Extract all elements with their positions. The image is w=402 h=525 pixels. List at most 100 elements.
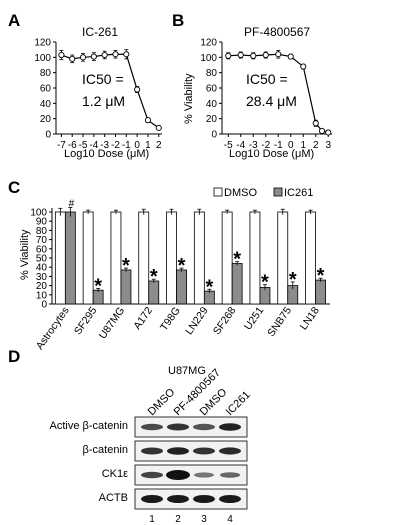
bar-dmso-u251	[249, 211, 261, 305]
significance-star: *	[233, 249, 241, 271]
significance-star: *	[289, 269, 297, 291]
blot-strip-ck1e	[134, 464, 248, 486]
category-label: LN229	[183, 305, 211, 337]
panel-c-chart: % Viability DMSO IC261 01020304050607080…	[19, 187, 330, 352]
panel-a-data-point	[58, 51, 65, 59]
panel-a-y-tick-label: 0	[45, 130, 51, 141]
panel-a-data-point	[123, 51, 130, 58]
panel-a-x-tick-label: -6	[68, 140, 77, 151]
lane-number-3: 3	[201, 514, 207, 525]
category-label: Astrocytes	[34, 305, 72, 352]
panel-c-y-tick-label: 70	[36, 235, 48, 246]
panel-b-xlabel: Log10 Dose (μM)	[229, 148, 314, 160]
panel-b-x-tick-label: 2	[313, 140, 319, 151]
panel-a-data-point	[69, 55, 76, 62]
panel-b-ic50-value: 28.4 μM	[246, 93, 297, 109]
panel-b-data-point	[300, 63, 307, 70]
category-label: SF268	[211, 305, 239, 337]
significance-star: *	[122, 255, 130, 277]
panel-b-x-tick-label: 1	[300, 140, 306, 151]
blot-strip-active-catenin	[134, 416, 248, 438]
panel-b-y-tick-label: 40	[206, 99, 218, 110]
legend-dmso-swatch	[213, 187, 223, 197]
panel-c-y-tick-label: 50	[36, 254, 48, 265]
panel-a-y-tick-label: 100	[34, 53, 51, 64]
band-ck1e-3	[194, 472, 214, 478]
bar-dmso-a172	[138, 211, 150, 305]
category-label: SF295	[72, 305, 100, 337]
panel-c-y-tick-label: 60	[36, 244, 48, 255]
band-catenin-2	[167, 447, 189, 455]
significance-star: *	[150, 266, 158, 288]
panel-c-y-tick-label: 40	[36, 263, 48, 274]
band-active-catenin-3	[193, 423, 215, 431]
band-ck1e-1	[141, 471, 163, 479]
lane-number-4: 4	[227, 514, 233, 525]
panel-b-x-tick-label: 0	[288, 140, 294, 151]
bar-dmso-sf295	[82, 211, 94, 305]
category-label: SNB75	[265, 305, 294, 339]
band-catenin-3	[193, 447, 215, 455]
panel-a-ic50-value: 1.2 μM	[82, 93, 125, 109]
bar-dmso-sf268	[221, 211, 233, 305]
blot-row-label-actb: ACTB	[99, 492, 128, 504]
panel-a-y-tick-label: 60	[40, 84, 52, 95]
panel-b-y-tick-label: 0	[211, 130, 217, 141]
panel-a-x-tick-label: -3	[100, 140, 109, 151]
blot-row-label-ck1e: CK1ε	[102, 468, 128, 480]
panel-a-x-tick-label: -2	[111, 140, 120, 151]
bar-dmso-u87mg	[110, 211, 122, 305]
panel-a-y-tick-label: 40	[40, 99, 52, 110]
panel-a-x-tick-label: -7	[57, 140, 66, 151]
band-catenin-4	[219, 447, 241, 455]
significance-star: *	[317, 265, 325, 287]
panel-c-y-tick-label: 10	[36, 290, 48, 301]
significance-hash: #	[69, 198, 75, 209]
panel-b-data-point	[262, 51, 269, 59]
panel-b-y-tick-label: 120	[200, 38, 217, 49]
lane-label-4: IC261	[224, 389, 253, 418]
panel-a-title: IC-261	[82, 25, 118, 39]
bar-dmso-t98g	[166, 211, 177, 305]
band-ck1e-4	[220, 472, 240, 478]
panel-c-y-tick-label: 20	[36, 281, 48, 292]
panel-a-data-point	[155, 124, 162, 131]
panel-d-cell-line: U87MG	[168, 365, 206, 377]
band-active-catenin-4	[219, 423, 241, 431]
blot-strip-catenin	[134, 440, 248, 462]
panel-c-y-tick-label: 0	[41, 300, 47, 311]
panel-a-x-tick-label: 2	[156, 140, 162, 151]
category-label: LN18	[298, 305, 322, 333]
bar-dmso-ln18	[305, 211, 316, 305]
panel-b-data-point	[287, 53, 294, 60]
panel-d-western-blot: U87MG DMSO PF-4800567 DMSO IC261 Active …	[50, 365, 253, 525]
lane-number-2: 2	[175, 514, 181, 525]
panel-a-x-tick-label: 1	[145, 140, 151, 151]
panel-b-y-tick-label: 100	[200, 53, 217, 64]
blot-strip-actb	[134, 488, 248, 510]
panel-b-title: PF-4800567	[244, 25, 310, 39]
significance-star: *	[261, 272, 269, 294]
band-ck1e-2	[166, 470, 190, 480]
panel-b-y-tick-label: 60	[206, 84, 218, 95]
blot-row-label-active-catenin: Active β-catenin	[50, 420, 128, 432]
panel-a-x-tick-label: 0	[134, 140, 140, 151]
panel-b-x-tick-label: 3	[325, 140, 331, 151]
panel-d-letter: D	[8, 347, 20, 366]
panel-b-data-point	[225, 52, 232, 59]
panel-a-x-tick-label: -5	[79, 140, 88, 151]
panel-b-data-point	[250, 52, 257, 59]
panel-c-y-tick-label: 30	[36, 272, 48, 283]
bar-dmso-astrocytes	[54, 211, 66, 305]
panel-b-y-tick-label: 80	[206, 68, 218, 79]
band-active-catenin-2	[167, 423, 189, 431]
band-actb-2	[167, 495, 189, 503]
legend-dmso-label: DMSO	[224, 187, 257, 199]
significance-star: *	[178, 255, 186, 277]
significance-star: *	[205, 276, 213, 298]
panel-c-y-tick-label: 100	[30, 208, 47, 219]
band-actb-1	[141, 495, 163, 503]
panel-a-y-tick-label: 120	[34, 38, 51, 49]
panel-a-series-line	[61, 53, 160, 129]
